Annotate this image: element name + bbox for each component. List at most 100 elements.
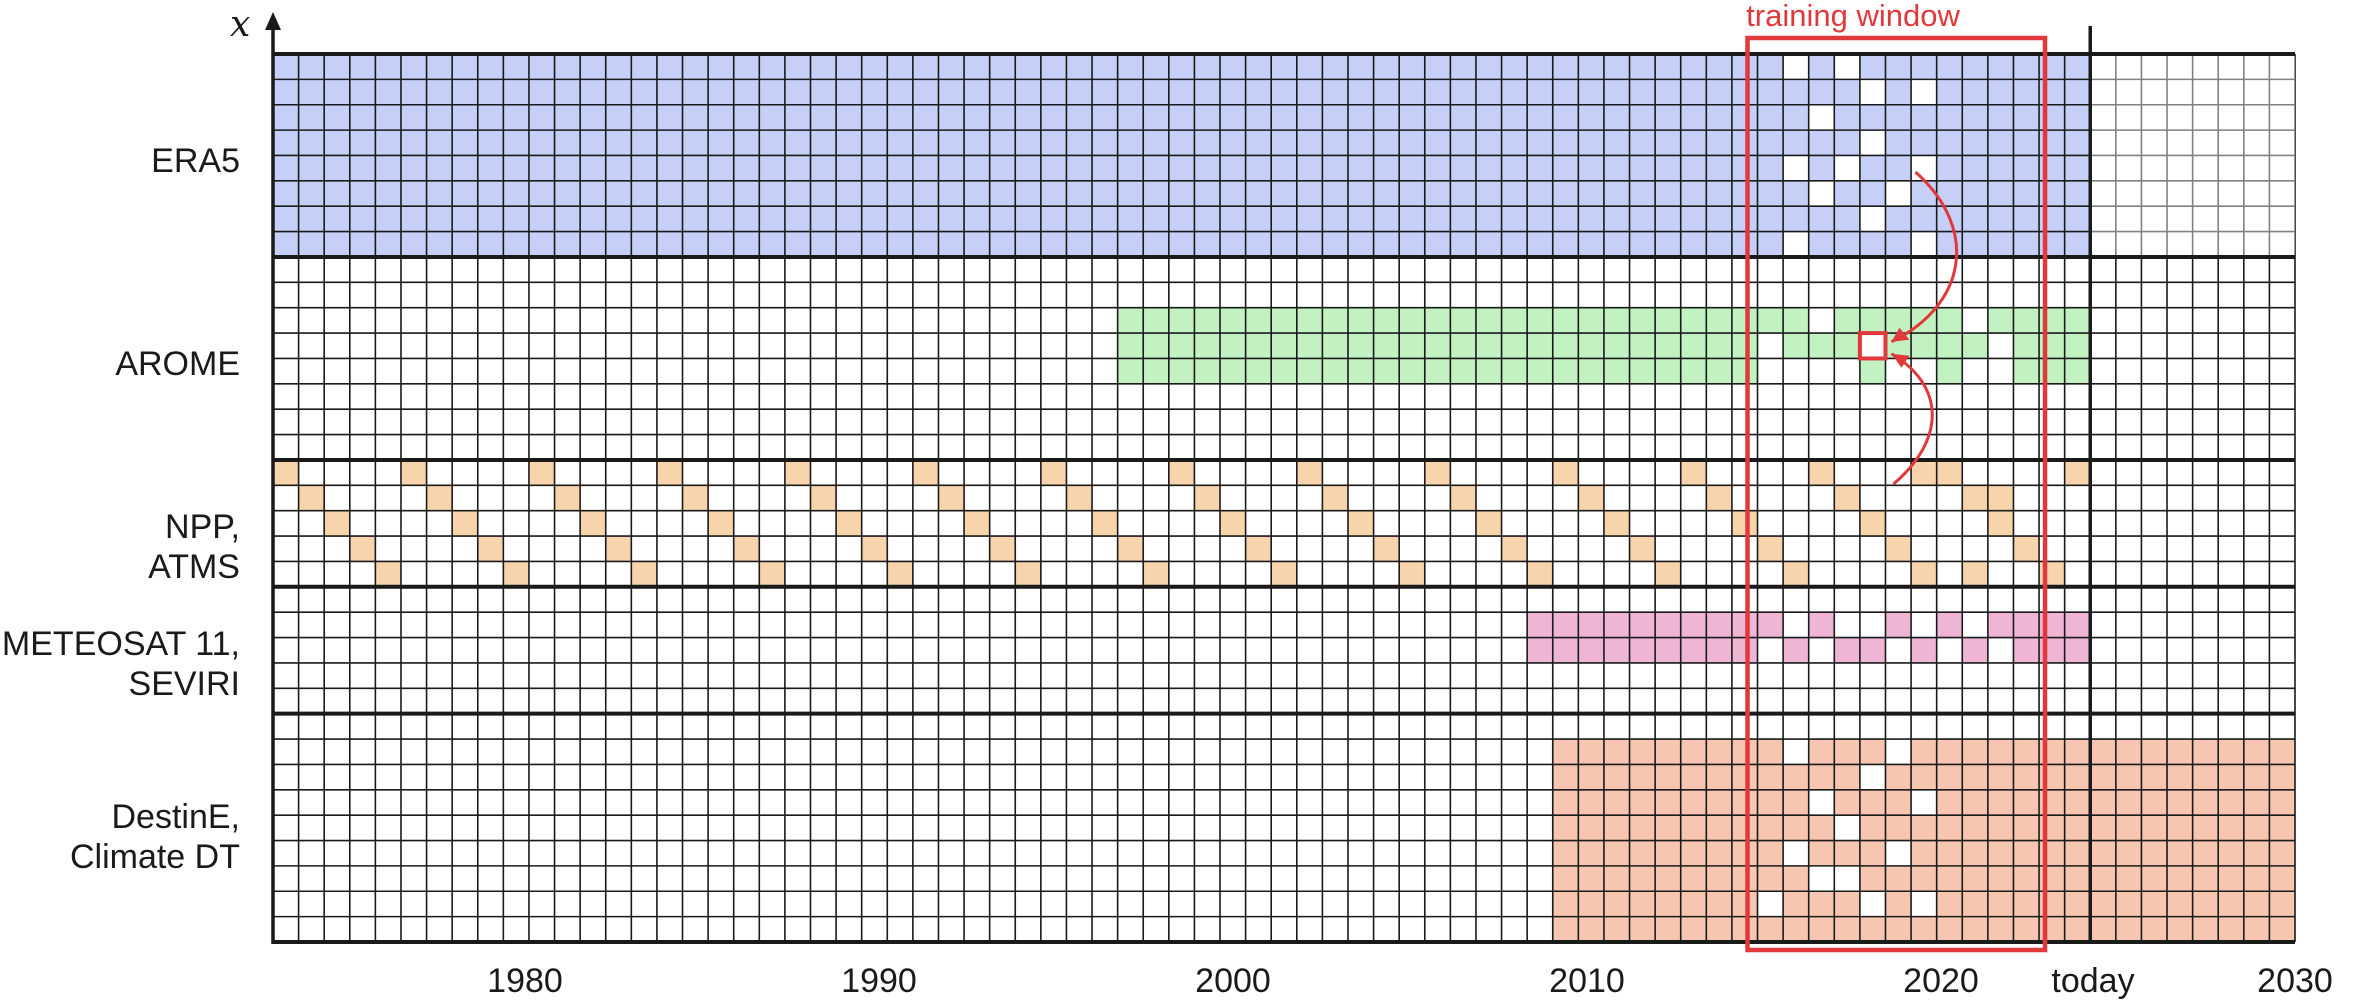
- era5-coverage-cell: [2064, 206, 2091, 233]
- era5-coverage-cell: [1475, 104, 1503, 131]
- era5-coverage-cell: [1066, 130, 1093, 156]
- era5-coverage-cell: [836, 155, 863, 182]
- era5-coverage-cell: [349, 155, 376, 182]
- npp-coverage-cell: [1168, 459, 1195, 486]
- era5-coverage-cell: [759, 54, 786, 80]
- era5-coverage-cell: [887, 130, 914, 156]
- era5-coverage-cell: [1322, 79, 1349, 106]
- era5-coverage-cell: [554, 54, 581, 80]
- era5-coverage-cell: [1859, 180, 1886, 207]
- arome-coverage-cell: [1296, 307, 1323, 334]
- era5-coverage-cell: [1680, 206, 1707, 233]
- era5-coverage-cell: [400, 130, 428, 156]
- era5-coverage-cell: [1040, 231, 1067, 258]
- era5-coverage-cell: [1092, 155, 1119, 182]
- era5-coverage-cell: [1680, 54, 1707, 80]
- npp-coverage-cell: [964, 510, 991, 537]
- npp-coverage-cell: [631, 561, 658, 588]
- destine-coverage-cell: [1757, 865, 1784, 892]
- npp-coverage-cell: [1322, 485, 1349, 512]
- destine-coverage-cell: [1859, 865, 1886, 892]
- npp-coverage-cell: [1271, 561, 1298, 588]
- era5-coverage-cell: [273, 206, 300, 233]
- era5-coverage-cell: [656, 54, 684, 80]
- era5-coverage-cell: [1194, 155, 1221, 182]
- arome-coverage-cell: [2064, 358, 2091, 385]
- era5-coverage-cell: [1987, 206, 2014, 233]
- era5-coverage-cell: [1757, 206, 1784, 233]
- era5-coverage-cell: [1399, 130, 1426, 156]
- era5-coverage-cell: [1322, 130, 1349, 156]
- era5-coverage-cell: [1731, 79, 1759, 106]
- era5-coverage-cell: [1757, 79, 1784, 106]
- destine-coverage-cell: [2269, 739, 2296, 765]
- era5-coverage-cell: [1885, 130, 1912, 156]
- arome-coverage-cell: [1885, 307, 1912, 334]
- era5-coverage-cell: [1322, 206, 1349, 233]
- destine-coverage-cell: [1578, 916, 1605, 943]
- era5-coverage-cell: [1092, 54, 1119, 80]
- destine-coverage-cell: [1655, 891, 1682, 918]
- era5-coverage-cell: [503, 130, 530, 156]
- destine-coverage-cell: [1962, 764, 1989, 791]
- destine-coverage-cell: [1834, 789, 1861, 816]
- destine-coverage-cell: [1731, 739, 1759, 765]
- npp-coverage-cell: [1885, 536, 1912, 562]
- era5-coverage-cell: [1603, 231, 1631, 258]
- era5-coverage-cell: [580, 155, 607, 182]
- arome-coverage-cell: [1347, 333, 1375, 359]
- destine-coverage-cell: [2192, 789, 2219, 816]
- row-label-meteosat-line2: SEVIRI: [129, 665, 240, 703]
- era5-coverage-cell: [1655, 104, 1682, 131]
- era5-coverage-cell: [656, 104, 684, 131]
- destine-coverage-cell: [2115, 916, 2142, 943]
- era5-coverage-cell: [1629, 130, 1656, 156]
- arome-coverage-cell: [1322, 333, 1349, 359]
- era5-coverage-cell: [1680, 104, 1707, 131]
- era5-coverage-cell: [1578, 180, 1605, 207]
- era5-coverage-cell: [1885, 155, 1912, 182]
- arome-coverage-cell: [1859, 358, 1886, 385]
- era5-coverage-cell: [759, 79, 786, 106]
- era5-coverage-cell: [861, 155, 888, 182]
- npp-coverage-cell: [989, 536, 1016, 562]
- destine-coverage-cell: [2243, 815, 2270, 842]
- npp-coverage-cell: [1987, 510, 2014, 537]
- era5-coverage-cell: [426, 104, 453, 131]
- arome-coverage-cell: [1220, 333, 1247, 359]
- era5-coverage-cell: [1987, 180, 2014, 207]
- destine-coverage-cell: [2141, 865, 2168, 892]
- era5-coverage-cell: [1117, 79, 1144, 106]
- era5-coverage-cell: [631, 180, 658, 207]
- era5-coverage-cell: [1066, 79, 1093, 106]
- era5-coverage-cell: [1220, 104, 1247, 131]
- destine-coverage-cell: [1603, 789, 1631, 816]
- era5-coverage-cell: [1296, 130, 1323, 156]
- era5-coverage-cell: [2013, 155, 2040, 182]
- destine-coverage-cell: [1757, 789, 1784, 816]
- npp-coverage-cell: [887, 561, 914, 588]
- destine-coverage-cell: [1783, 891, 1810, 918]
- era5-coverage-cell: [1296, 180, 1323, 207]
- era5-coverage-cell: [1194, 180, 1221, 207]
- meteosat-coverage-cell: [1859, 637, 1886, 664]
- era5-coverage-cell: [1501, 180, 1528, 207]
- era5-coverage-cell: [1143, 155, 1170, 182]
- destine-coverage-cell: [1885, 865, 1912, 892]
- meteosat-coverage-cell: [1527, 612, 1554, 639]
- era5-coverage-cell: [324, 155, 351, 182]
- destine-coverage-cell: [2269, 865, 2296, 892]
- era5-coverage-cell: [1117, 130, 1144, 156]
- era5-coverage-cell: [631, 231, 658, 258]
- destine-coverage-cell: [2141, 891, 2168, 918]
- npp-coverage-cell: [1731, 510, 1759, 537]
- era5-coverage-cell: [810, 130, 837, 156]
- npp-coverage-cell: [1911, 561, 1938, 588]
- era5-coverage-cell: [1015, 79, 1042, 106]
- destine-coverage-cell: [1911, 865, 1938, 892]
- era5-coverage-cell: [554, 180, 581, 207]
- era5-coverage-cell: [1399, 231, 1426, 258]
- destine-coverage-cell: [1987, 789, 2014, 816]
- destine-coverage-cell: [2269, 789, 2296, 816]
- era5-coverage-cell: [1501, 79, 1528, 106]
